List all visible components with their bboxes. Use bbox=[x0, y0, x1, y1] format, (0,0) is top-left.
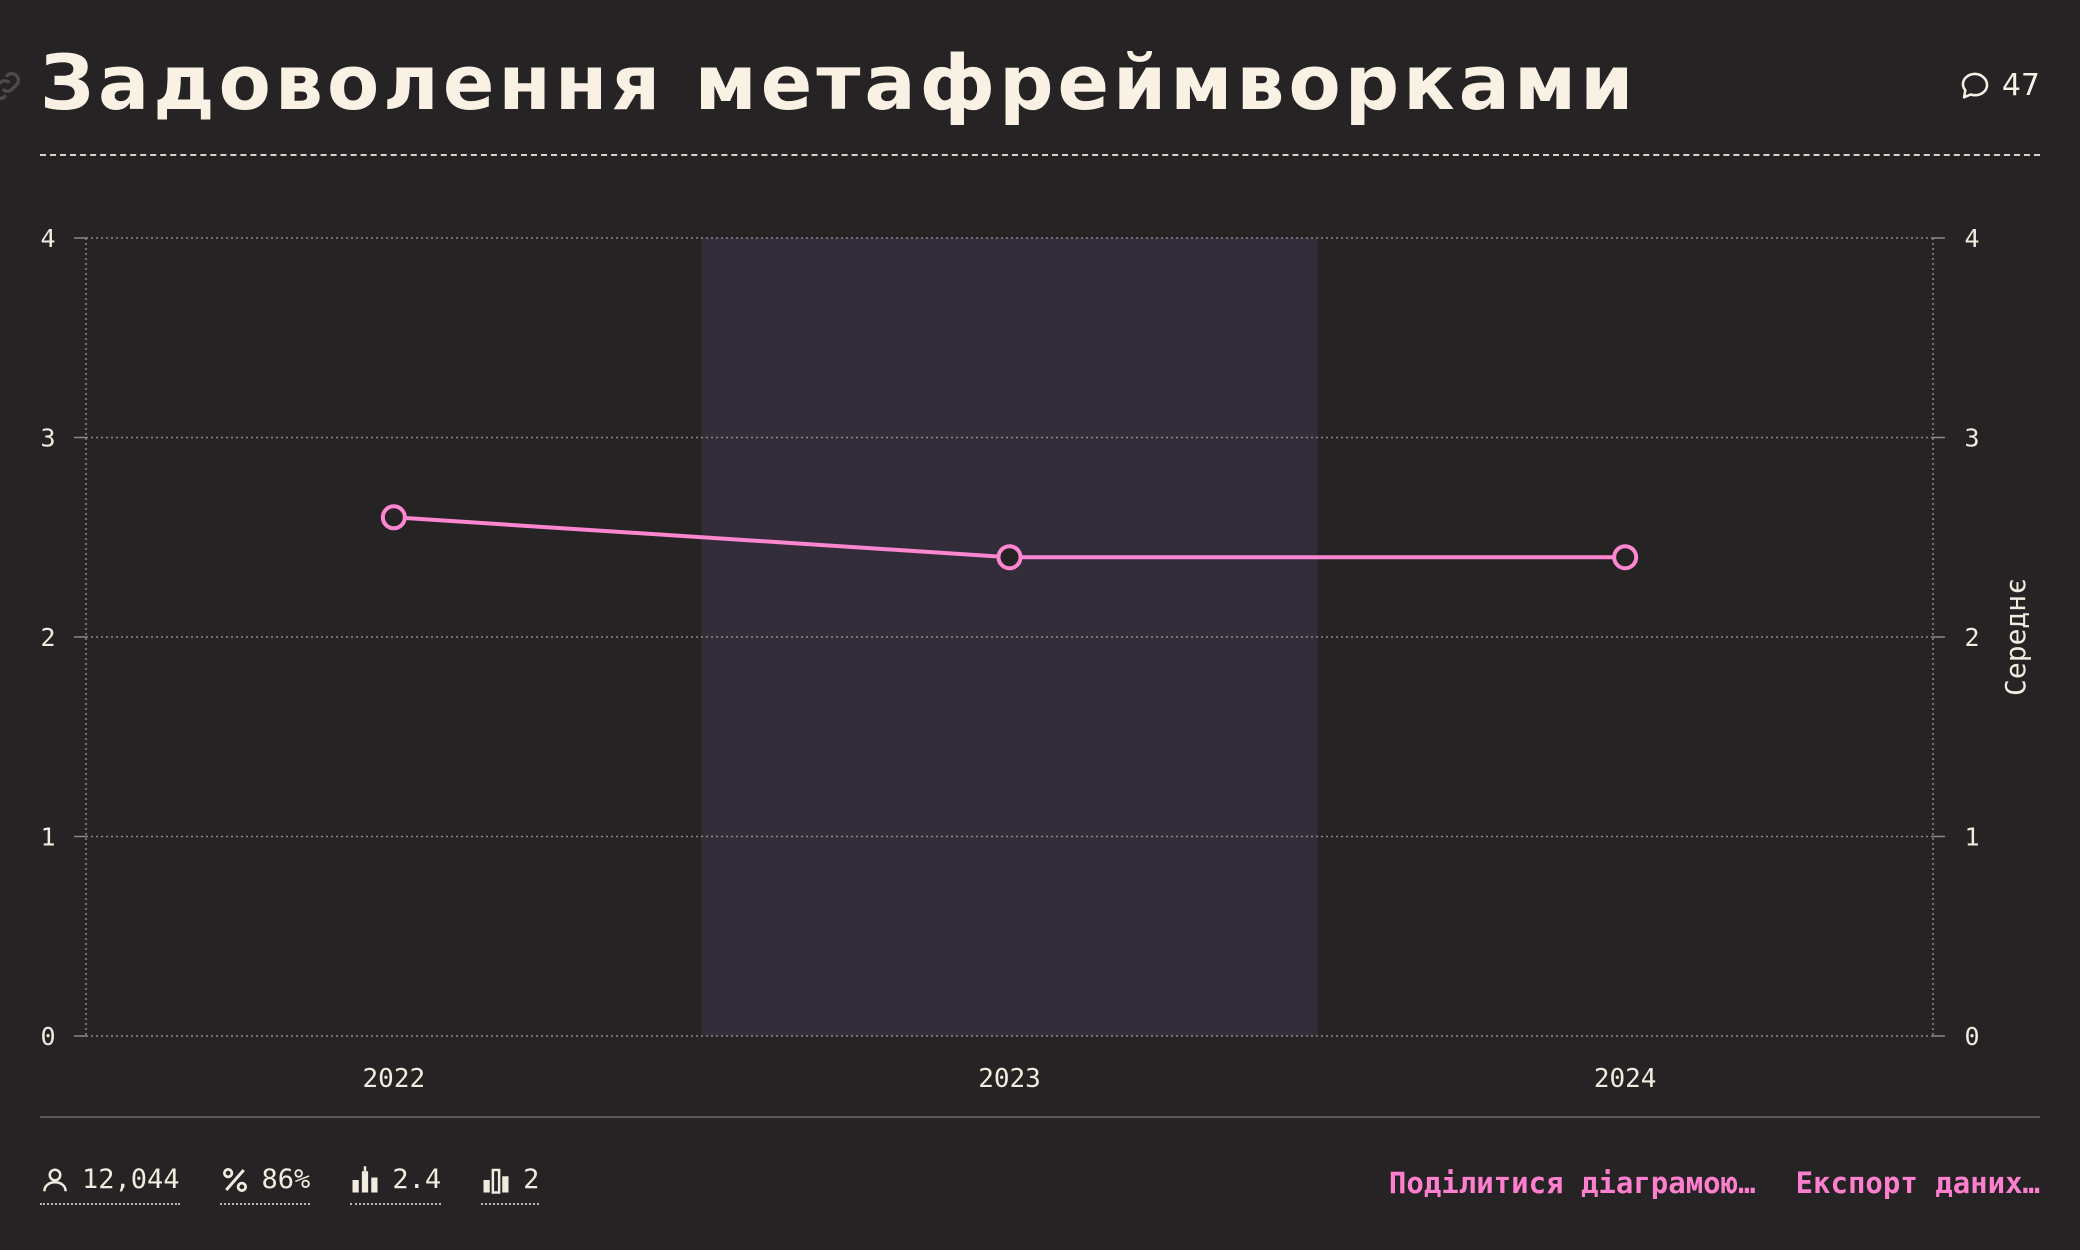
y-tick-label-right: 2 bbox=[1964, 623, 1979, 652]
percent-icon bbox=[222, 1167, 247, 1192]
y-tick-label-left: 0 bbox=[40, 1022, 55, 1051]
footer-divider bbox=[40, 1116, 2040, 1118]
share-chart-link[interactable]: Поділитися діаграмою… bbox=[1388, 1166, 1756, 1200]
comments-button[interactable]: 47 bbox=[1958, 68, 2040, 103]
y-tick-label-left: 2 bbox=[40, 623, 55, 652]
export-data-link[interactable]: Експорт даних… bbox=[1795, 1166, 2040, 1200]
data-point bbox=[996, 544, 1023, 571]
y-tick-label-right: 3 bbox=[1964, 424, 1979, 453]
y-axis-label-right: Середнє bbox=[1999, 578, 2032, 696]
y-tick-label-right: 4 bbox=[1964, 224, 1979, 253]
y-tick-label-right: 1 bbox=[1964, 823, 1979, 852]
x-tick-label: 2022 bbox=[363, 1064, 426, 1094]
median-stat[interactable]: 2 bbox=[481, 1164, 540, 1205]
link-icon[interactable] bbox=[0, 66, 26, 106]
data-point bbox=[380, 504, 407, 531]
user-icon bbox=[43, 1168, 67, 1191]
y-tick-label-right: 0 bbox=[1964, 1022, 1979, 1051]
chart-title: Задоволення метафреймворками bbox=[40, 38, 1638, 127]
title-divider bbox=[40, 154, 2040, 156]
average-stat[interactable]: 2.4 bbox=[350, 1164, 442, 1205]
highlight-band bbox=[701, 238, 1318, 1036]
respondents-count: 12,044 bbox=[82, 1164, 180, 1195]
y-tick-label-left: 1 bbox=[40, 823, 55, 852]
chart-actions: Поділитися діаграмою… Експорт даних… bbox=[1389, 1166, 2040, 1200]
median-bars-icon bbox=[483, 1168, 509, 1194]
x-tick-label: 2023 bbox=[978, 1064, 1041, 1094]
stats-bar: 12,044 86% 2.4 2 bbox=[40, 1164, 540, 1205]
average-value: 2.4 bbox=[392, 1164, 442, 1195]
comment-count: 47 bbox=[2001, 68, 2040, 103]
data-point bbox=[1612, 544, 1639, 571]
median-value: 2 bbox=[523, 1164, 540, 1195]
speech-bubble-icon bbox=[1961, 72, 1989, 99]
y-tick-label-left: 3 bbox=[40, 424, 55, 453]
respondents-stat[interactable]: 12,044 bbox=[40, 1164, 180, 1205]
percentage-stat[interactable]: 86% bbox=[219, 1164, 311, 1205]
average-bars-icon bbox=[352, 1165, 378, 1192]
line-chart: 0 0 1 1 2 2 3 3 4 4 2022 2023 2024 Середнє bbox=[40, 224, 2032, 1094]
x-tick-label: 2024 bbox=[1594, 1064, 1657, 1094]
y-tick-label-left: 4 bbox=[40, 224, 55, 253]
percentage-value: 86% bbox=[261, 1164, 311, 1195]
